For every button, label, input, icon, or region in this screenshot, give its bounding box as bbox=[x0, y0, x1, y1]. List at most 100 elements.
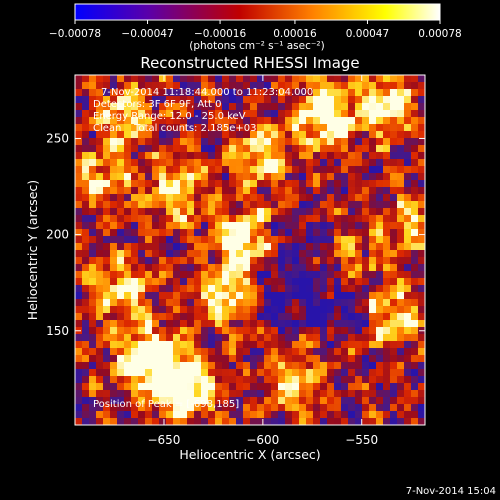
heatmap-cell bbox=[173, 145, 181, 153]
heatmap-cell bbox=[103, 187, 111, 195]
heatmap-cell bbox=[131, 411, 139, 419]
heatmap-cell bbox=[376, 103, 384, 111]
heatmap-cell bbox=[187, 145, 195, 153]
heatmap-cell bbox=[194, 82, 202, 90]
heatmap-cell bbox=[264, 145, 272, 153]
heatmap-cell bbox=[229, 194, 237, 202]
heatmap-cell bbox=[341, 138, 349, 146]
heatmap-cell bbox=[96, 257, 104, 265]
heatmap-cell bbox=[278, 355, 286, 363]
heatmap-cell bbox=[383, 292, 391, 300]
heatmap-cell bbox=[145, 159, 153, 167]
heatmap-cell bbox=[411, 159, 419, 167]
heatmap-cell bbox=[327, 89, 335, 97]
heatmap-cell bbox=[306, 341, 314, 349]
heatmap-cell bbox=[194, 383, 202, 391]
heatmap-cell bbox=[418, 208, 425, 216]
heatmap-cell bbox=[180, 117, 188, 125]
heatmap-cell bbox=[320, 278, 328, 286]
heatmap-cell bbox=[257, 383, 265, 391]
heatmap-cell bbox=[166, 75, 174, 83]
heatmap-cell bbox=[306, 362, 314, 370]
heatmap-cell bbox=[152, 82, 160, 90]
heatmap-cell bbox=[292, 173, 300, 181]
heatmap-cell bbox=[103, 145, 111, 153]
heatmap-cell bbox=[369, 75, 377, 83]
heatmap-cell bbox=[159, 152, 167, 160]
heatmap-cell bbox=[334, 243, 342, 251]
heatmap-cell bbox=[362, 82, 370, 90]
heatmap-cell bbox=[397, 243, 405, 251]
heatmap-cell bbox=[215, 236, 223, 244]
heatmap-cell bbox=[411, 180, 419, 188]
heatmap-cell bbox=[201, 299, 209, 307]
heatmap-cell bbox=[341, 229, 349, 237]
heatmap-cell bbox=[264, 411, 272, 419]
heatmap-cell bbox=[138, 96, 146, 104]
heatmap-cell bbox=[348, 257, 356, 265]
heatmap-cell bbox=[215, 243, 223, 251]
heatmap-cell bbox=[110, 180, 118, 188]
heatmap-cell bbox=[110, 229, 118, 237]
heatmap-cell bbox=[250, 411, 258, 419]
heatmap-cell bbox=[404, 334, 412, 342]
heatmap-cell bbox=[187, 390, 195, 398]
heatmap-cell bbox=[159, 376, 167, 384]
heatmap-cell bbox=[166, 187, 174, 195]
heatmap-cell bbox=[411, 96, 419, 104]
heatmap-cell bbox=[348, 355, 356, 363]
heatmap-cell bbox=[306, 138, 314, 146]
heatmap-cell bbox=[306, 124, 314, 132]
heatmap-cell bbox=[397, 362, 405, 370]
heatmap-cell bbox=[215, 320, 223, 328]
heatmap-cell bbox=[411, 390, 419, 398]
heatmap-cell bbox=[236, 397, 244, 405]
heatmap-cell bbox=[341, 292, 349, 300]
heatmap-cell bbox=[369, 215, 377, 223]
heatmap-cell bbox=[187, 292, 195, 300]
heatmap-cell bbox=[292, 376, 300, 384]
heatmap-cell bbox=[194, 117, 202, 125]
heatmap-cell bbox=[75, 264, 83, 272]
heatmap-cell bbox=[138, 250, 146, 258]
heatmap-cell bbox=[103, 271, 111, 279]
heatmap-cell bbox=[320, 306, 328, 314]
heatmap-cell bbox=[208, 236, 216, 244]
heatmap-cell bbox=[173, 229, 181, 237]
heatmap-cell bbox=[313, 355, 321, 363]
heatmap-cell bbox=[124, 243, 132, 251]
heatmap-cell bbox=[320, 124, 328, 132]
heatmap-cell bbox=[159, 215, 167, 223]
heatmap-cell bbox=[75, 397, 83, 405]
heatmap-cell bbox=[159, 173, 167, 181]
heatmap-cell bbox=[397, 201, 405, 209]
heatmap-cell bbox=[173, 313, 181, 321]
heatmap-cell bbox=[138, 418, 146, 425]
heatmap-cell bbox=[306, 285, 314, 293]
heatmap-cell bbox=[334, 75, 342, 83]
heatmap-cell bbox=[89, 75, 97, 83]
heatmap-cell bbox=[320, 383, 328, 391]
heatmap-cell bbox=[103, 411, 111, 419]
heatmap-cell bbox=[257, 411, 265, 419]
heatmap-cell bbox=[271, 187, 279, 195]
heatmap-cell bbox=[222, 110, 230, 118]
heatmap-cell bbox=[236, 103, 244, 111]
heatmap-cell bbox=[306, 320, 314, 328]
heatmap-cell bbox=[103, 341, 111, 349]
heatmap-cell bbox=[201, 341, 209, 349]
heatmap-cell bbox=[236, 222, 244, 230]
heatmap-cell bbox=[96, 152, 104, 160]
heatmap-cell bbox=[208, 82, 216, 90]
heatmap-cell bbox=[236, 194, 244, 202]
heatmap-cell bbox=[355, 243, 363, 251]
heatmap-cell bbox=[285, 103, 293, 111]
heatmap-cell bbox=[306, 75, 314, 83]
heatmap-cell bbox=[243, 82, 251, 90]
heatmap-cell bbox=[96, 334, 104, 342]
heatmap-cell bbox=[201, 236, 209, 244]
heatmap-cell bbox=[75, 187, 83, 195]
heatmap-cell bbox=[327, 117, 335, 125]
heatmap-cell bbox=[124, 208, 132, 216]
heatmap-cell bbox=[299, 292, 307, 300]
